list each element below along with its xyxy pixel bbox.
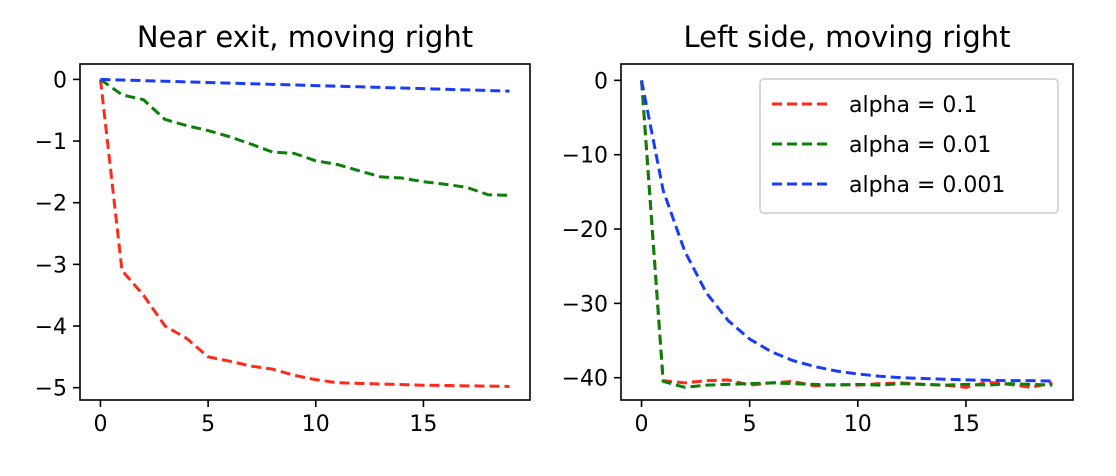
left-series-line-alpha-0.1 <box>98 79 510 388</box>
right-y-tick-label: −20 <box>562 218 608 243</box>
legend: alpha = 0.1 alpha = 0.01 alpha = 0.001 <box>759 78 1059 214</box>
legend-label-alpha-0.01: alpha = 0.01 <box>849 133 991 158</box>
right-x-tick-label: 0 <box>635 412 649 437</box>
left-chart-axes: 0 5 10 15 0 −1 −2 −3 −4 −5 <box>35 68 438 437</box>
right-x-tick-label: 15 <box>952 412 980 437</box>
left-y-tick-label: −4 <box>35 315 67 340</box>
right-chart-title: Left side, moving right <box>684 20 1011 54</box>
left-chart-title: Near exit, moving right <box>137 20 473 54</box>
left-series-line-alpha-0.001 <box>100 77 510 93</box>
left-chart-plot-area <box>79 63 531 401</box>
right-series-line-alpha-0.001 <box>640 80 1053 383</box>
right-chart-series <box>640 80 1053 389</box>
legend-label-alpha-0.001: alpha = 0.001 <box>849 173 1005 198</box>
left-x-tick-label: 10 <box>302 412 330 437</box>
left-x-tick-label: 5 <box>201 412 215 437</box>
right-series-line-alpha-0.01 <box>640 80 1053 389</box>
left-x-tick-label: 15 <box>409 412 437 437</box>
left-y-tick-label: 0 <box>53 68 67 93</box>
left-series-line-alpha-0.01 <box>99 78 510 197</box>
right-y-tick-label: 0 <box>594 69 608 94</box>
right-y-tick-label: −40 <box>562 367 608 392</box>
right-chart-panel: Left side, moving right 0 5 10 15 0 −10 −20 −30… <box>562 20 1074 437</box>
right-chart-plot-area <box>620 63 1074 401</box>
left-chart-panel: Near exit, moving right 0 5 10 15 0 −1 −2 −3 −4 −… <box>35 20 531 437</box>
left-x-tick-label: 0 <box>93 412 107 437</box>
right-chart-axes: 0 5 10 15 0 −10 −20 −30 −40 <box>562 69 980 437</box>
legend-label-alpha-0.1: alpha = 0.1 <box>849 93 977 118</box>
left-y-tick-label: −2 <box>35 192 67 217</box>
left-y-tick-label: −1 <box>35 130 67 155</box>
legend-frame <box>759 78 1059 214</box>
right-y-tick-label: −10 <box>562 144 608 169</box>
right-y-tick-label: −30 <box>562 292 608 317</box>
right-x-tick-label: 10 <box>844 412 872 437</box>
left-y-tick-label: −3 <box>35 253 67 278</box>
left-y-tick-label: −5 <box>35 377 67 402</box>
right-x-tick-label: 5 <box>743 412 757 437</box>
left-chart-series <box>98 77 510 388</box>
